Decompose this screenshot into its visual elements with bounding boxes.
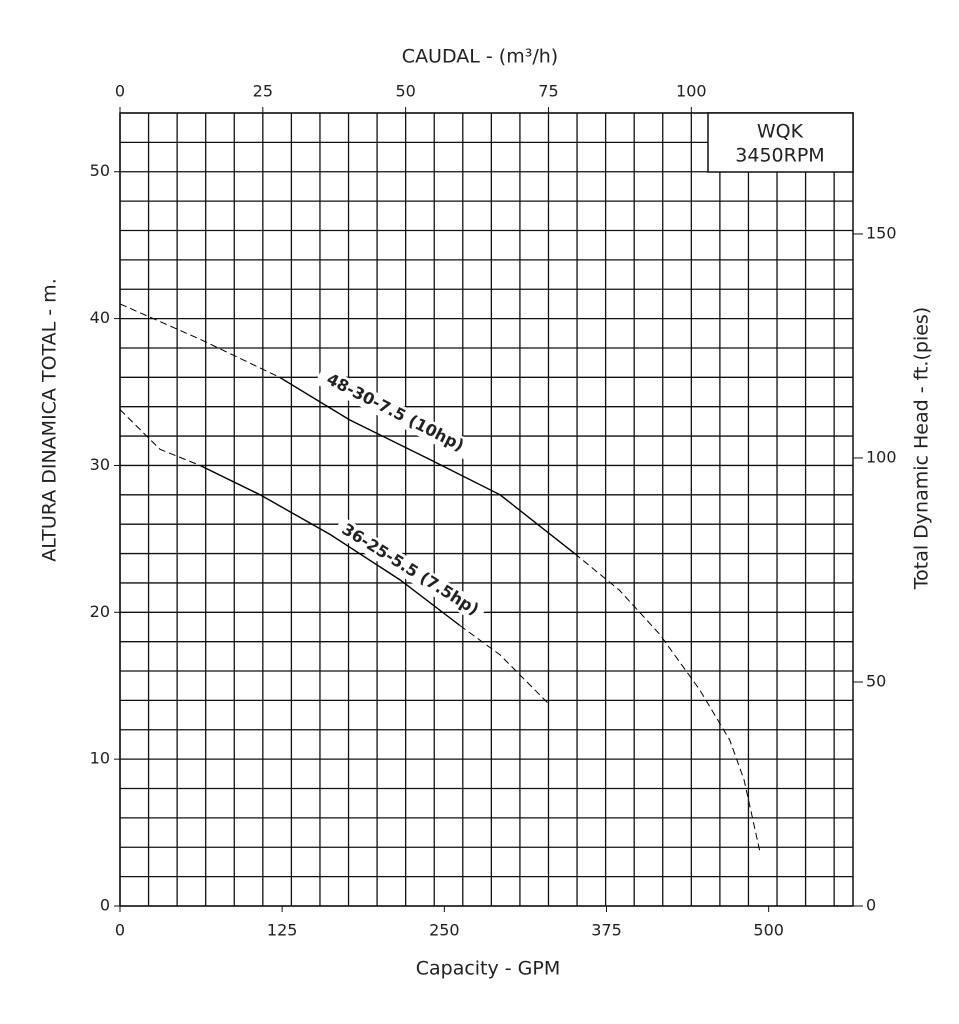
annotation-box	[707, 112, 854, 173]
x-axis-title: Capacity - GPM	[416, 958, 561, 980]
y2-tick-label: 50	[866, 671, 886, 690]
pump-curve	[199, 464, 461, 627]
y-tick-label: 20	[90, 602, 110, 621]
y-tick-label: 30	[90, 455, 110, 474]
y2-tick-label: 150	[866, 223, 897, 242]
x-tick-label: 375	[591, 921, 622, 940]
pump-curve	[459, 625, 549, 704]
y-tick-label: 40	[90, 308, 110, 327]
y-tick-label: 0	[100, 896, 110, 915]
x-tick-label: 0	[115, 921, 125, 940]
annotation: WQK	[757, 121, 804, 143]
y-tick-label: 10	[90, 749, 110, 768]
annotation: 3450RPM	[735, 145, 824, 167]
pump-curve	[279, 376, 576, 555]
y-axis-title: ALTURA DINAMICA TOTAL - m.	[39, 278, 61, 561]
x2-tick-label: 100	[676, 82, 707, 101]
curve-label-bg	[332, 516, 488, 624]
x2-tick-label: 25	[253, 82, 273, 101]
x2-tick-label: 0	[115, 82, 125, 101]
y2-tick-label: 100	[866, 447, 897, 466]
curve-label-bg	[314, 365, 476, 461]
y2-tick-label: 0	[866, 896, 876, 915]
x2-axis-title: CAUDAL - (m³/h)	[402, 46, 558, 68]
pump-curve	[119, 303, 280, 378]
x-tick-label: 125	[267, 921, 298, 940]
y2-axis-title: Total Dynamic Head - ft.(pies)	[911, 307, 933, 590]
x2-tick-label: 50	[395, 82, 415, 101]
pump-curve	[574, 553, 761, 851]
x-tick-label: 500	[753, 921, 784, 940]
y-tick-label: 50	[90, 161, 110, 180]
plot-border	[119, 112, 854, 907]
x2-tick-label: 75	[538, 82, 558, 101]
pump-curve	[119, 409, 201, 466]
x-tick-label: 250	[429, 921, 460, 940]
